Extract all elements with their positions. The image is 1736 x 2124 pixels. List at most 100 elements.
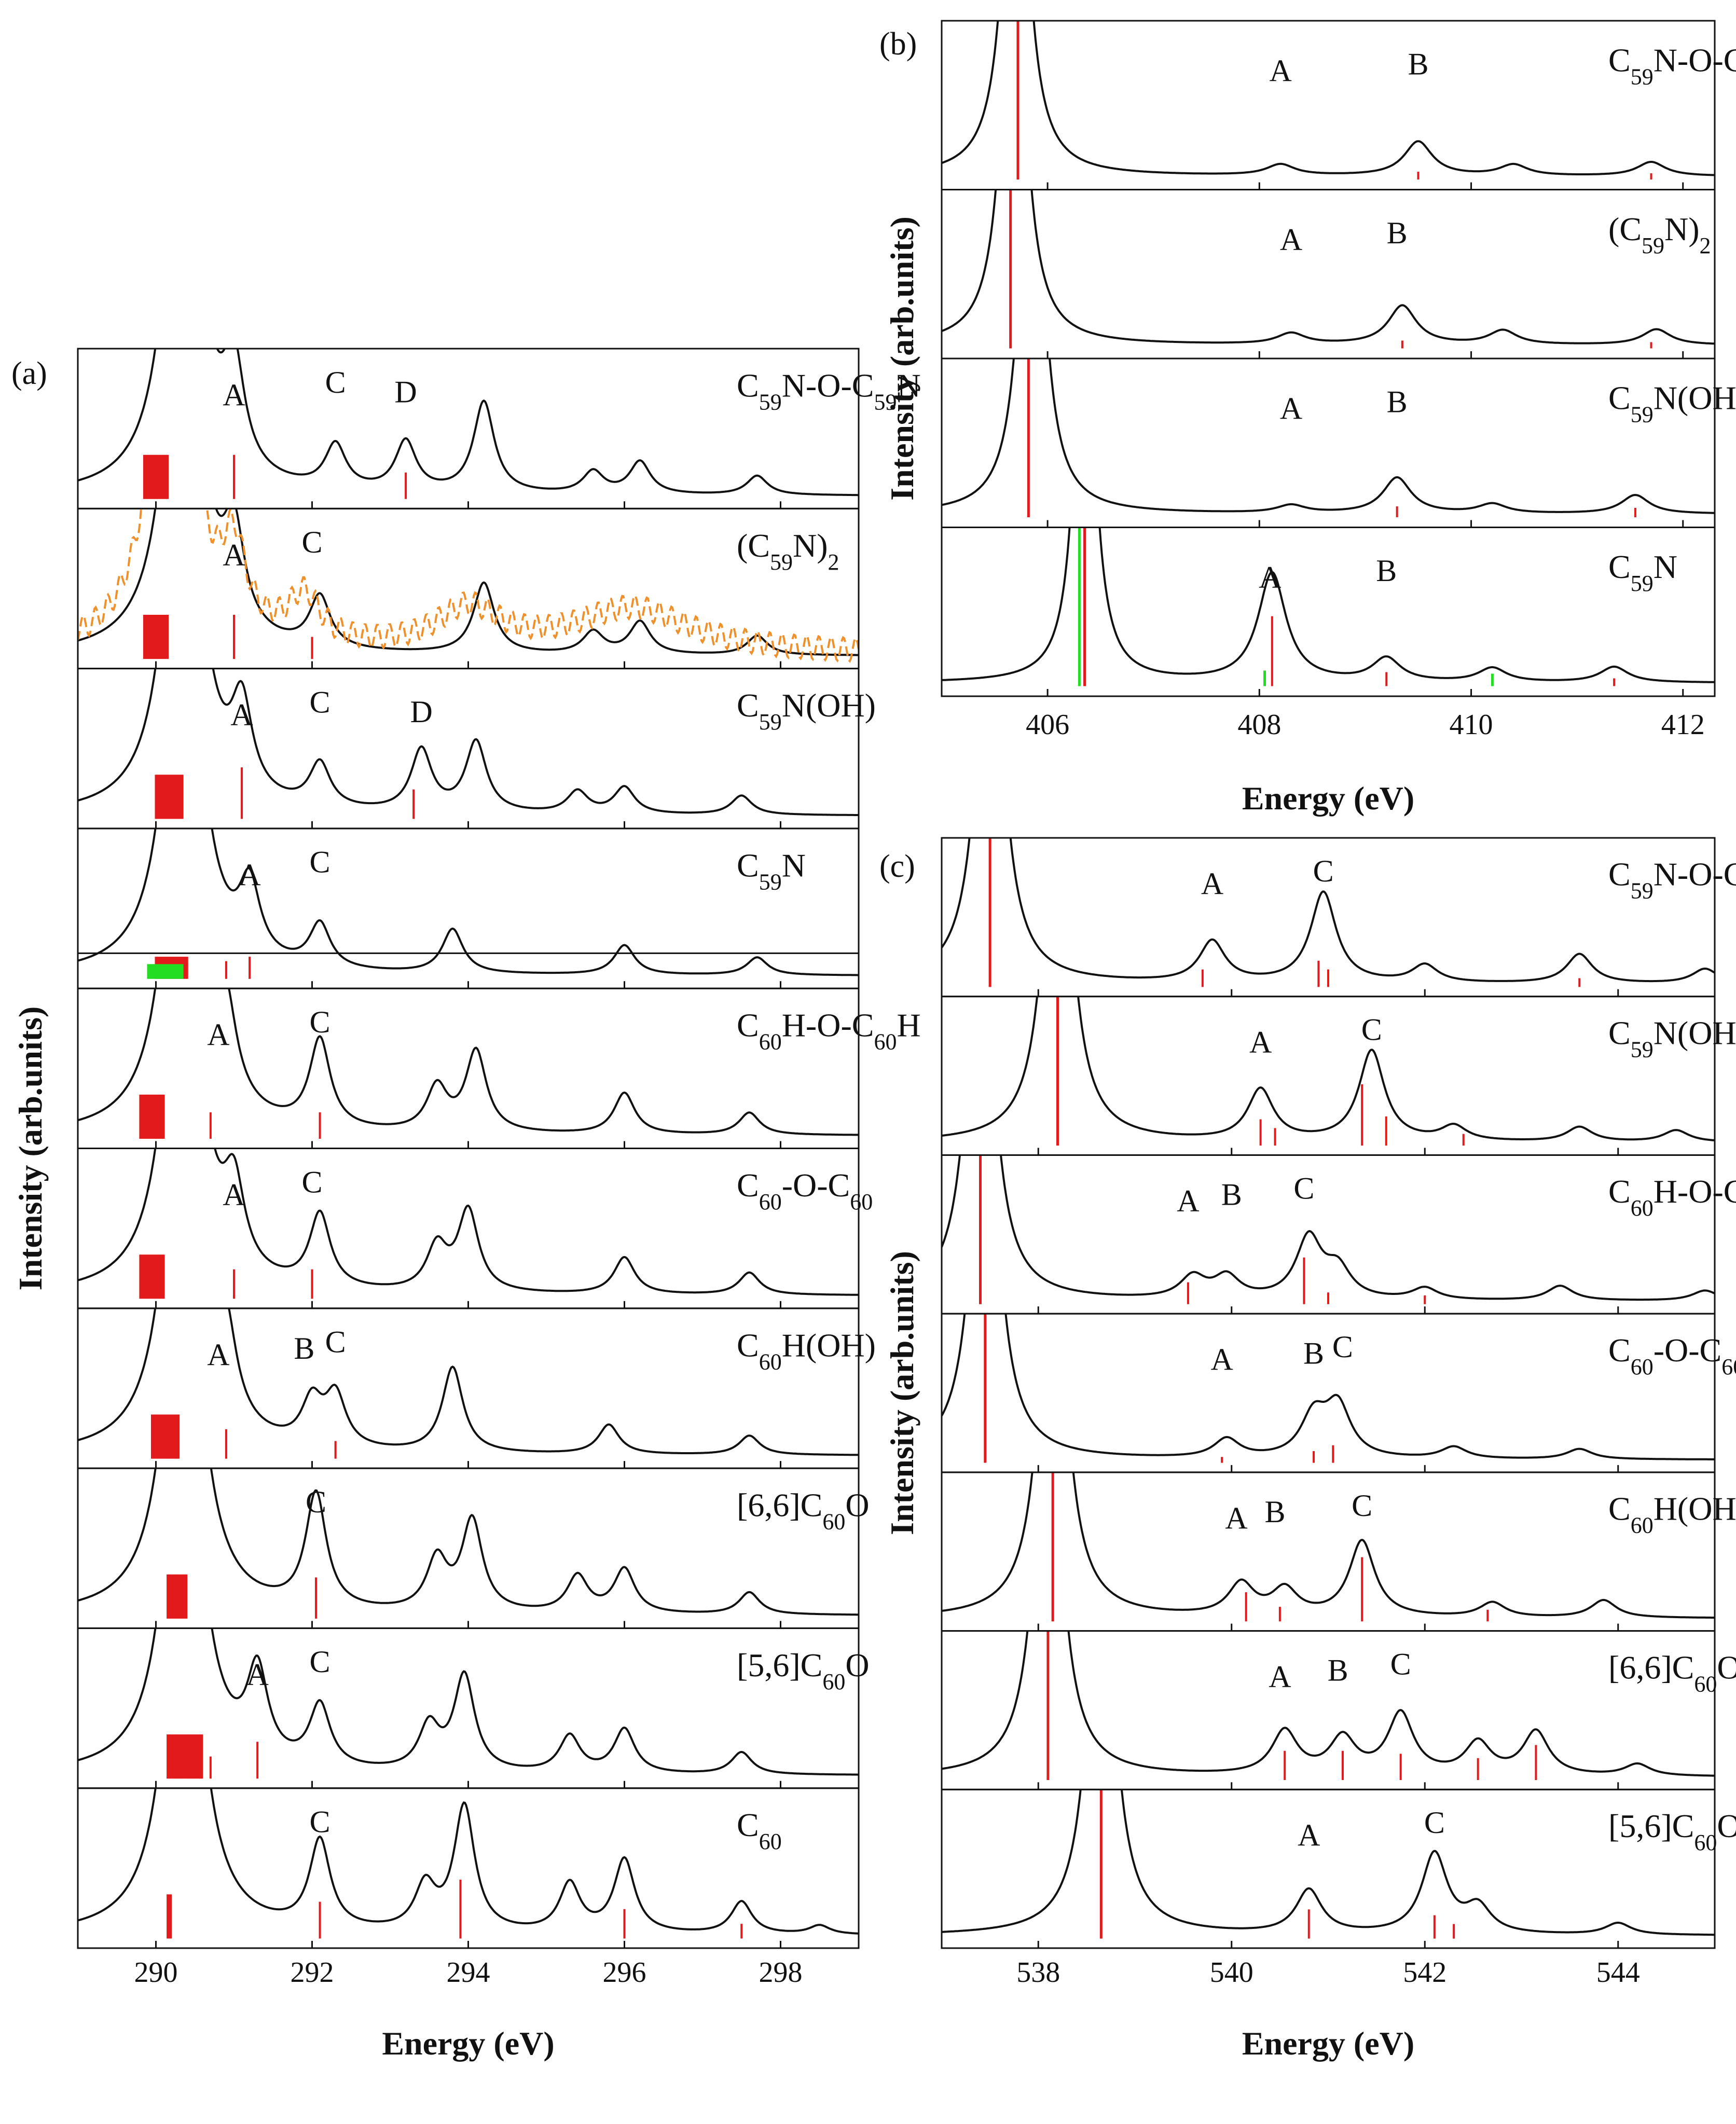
peak-label-C: C bbox=[1361, 1013, 1382, 1047]
compound-label-part: 60 bbox=[759, 1029, 782, 1054]
compound-label-part: 2 bbox=[828, 549, 839, 574]
compound-label-part: 59 bbox=[1642, 233, 1664, 258]
compound-label-part: 59 bbox=[1631, 402, 1654, 427]
peak-label-A: A bbox=[1280, 392, 1302, 426]
panel-label-b: (b) bbox=[879, 26, 917, 62]
subpanel-c-0: C59N-O-C59N A C bbox=[941, 837, 1736, 998]
subpanel-a-2: C59N(OH)A C D bbox=[77, 668, 876, 830]
plot-area bbox=[78, 1468, 859, 1619]
compound-label-part: C bbox=[737, 1167, 759, 1204]
subpanel-b-0: C59N-O-C59N A B bbox=[941, 20, 1736, 190]
compound-label-part: C bbox=[737, 1007, 759, 1044]
compound-label-part: [5,6]C bbox=[1608, 1808, 1694, 1844]
compound-label-part: 2 bbox=[1700, 233, 1711, 258]
plot-area bbox=[942, 1789, 1715, 1939]
spectrum-curve bbox=[942, 1631, 1715, 1777]
compound-label-part: [5,6]C bbox=[737, 1647, 822, 1684]
compound-label-part: H-O-C bbox=[782, 1007, 874, 1044]
spectrum-curve bbox=[78, 1628, 859, 1776]
compound-label-part: N bbox=[897, 367, 920, 404]
compound-label-part: C bbox=[1608, 548, 1631, 585]
subpanel-a-7: [6,6]C60O C bbox=[77, 1467, 870, 1629]
subpanel-frame bbox=[941, 1154, 1716, 1315]
peak-label-A: A bbox=[1249, 1025, 1272, 1059]
compound-label-part: 60 bbox=[759, 1349, 782, 1374]
compound-label: C60-O-C60 bbox=[737, 1167, 873, 1215]
compound-label-part: 60 bbox=[1631, 1354, 1654, 1379]
spectrum-curve bbox=[78, 1788, 859, 1935]
plot-area bbox=[942, 358, 1715, 517]
subpanel-frame bbox=[941, 1313, 1716, 1473]
compound-label-part: 59 bbox=[759, 389, 782, 415]
x-tick-label: 290 bbox=[134, 1956, 178, 1989]
peak-label-A: A bbox=[1225, 1501, 1247, 1535]
compound-label-part: C bbox=[737, 367, 759, 404]
compound-label: C60-O-C60 bbox=[1608, 1332, 1736, 1380]
compound-label-part: C bbox=[737, 687, 759, 724]
compound-label: (C59N)2 bbox=[737, 527, 839, 575]
peak-label-C: C bbox=[1313, 854, 1334, 888]
peak-label-A: A bbox=[1177, 1184, 1199, 1218]
subpanel-c-1: C59N(OH)AC bbox=[941, 996, 1736, 1156]
peak-label-B: B bbox=[1265, 1495, 1286, 1529]
compound-label-part: -O-C bbox=[782, 1167, 850, 1204]
x-axis-title: Energy (eV) bbox=[1242, 2025, 1414, 2062]
plot-area bbox=[942, 189, 1715, 349]
y-axis-title: Intensity (arb.units) bbox=[12, 1006, 49, 1291]
compound-label-part: 60 bbox=[1694, 1671, 1717, 1697]
compound-label-part: C bbox=[737, 1327, 759, 1363]
spectrum-curve bbox=[942, 358, 1715, 514]
subpanel-c-6: [5,6]C60O A C bbox=[941, 1788, 1736, 1949]
compound-label: C60 bbox=[737, 1806, 782, 1854]
compound-label-part: [6,6]C bbox=[737, 1487, 822, 1524]
compound-label-part: H bbox=[897, 1007, 920, 1044]
plot-area bbox=[78, 349, 859, 499]
peak-label-C: C bbox=[301, 525, 322, 559]
subpanel-b-2: C59N(OH) A B bbox=[941, 357, 1736, 528]
compound-label-part: 59 bbox=[874, 389, 897, 415]
peak-label-C: C bbox=[310, 845, 330, 879]
plot-area bbox=[78, 508, 859, 663]
peak-label-A: A bbox=[207, 1337, 229, 1372]
compound-label-part: N bbox=[782, 847, 806, 884]
compound-label: (C59N)2 bbox=[1608, 211, 1711, 258]
plot-area bbox=[942, 21, 1715, 180]
compound-label-part: N-O-C bbox=[1654, 856, 1736, 893]
plot-area bbox=[942, 838, 1715, 987]
peak-label-A: A bbox=[230, 698, 253, 732]
subpanel-frame bbox=[941, 527, 1716, 697]
x-tick-label: 408 bbox=[1237, 709, 1281, 741]
subpanel-c-4: C60H(OH)ABC bbox=[941, 1471, 1736, 1632]
peak-label-C: C bbox=[1390, 1647, 1411, 1681]
subpanel-b-1: (C59N)2 A B bbox=[941, 189, 1716, 360]
compound-label-part: 59 bbox=[759, 709, 782, 735]
compound-label-part: 60 bbox=[759, 1829, 782, 1854]
peak-label-B: B bbox=[1328, 1653, 1348, 1688]
compound-label: C60H(OH) bbox=[1608, 1491, 1736, 1538]
compound-label-part: N bbox=[1654, 548, 1677, 585]
peak-label-C: C bbox=[1424, 1805, 1445, 1840]
peak-label-A: A bbox=[1269, 54, 1291, 88]
compound-label-part: 60 bbox=[1694, 1830, 1717, 1855]
plot-area bbox=[78, 1308, 859, 1459]
compound-label: C59N(OH) bbox=[737, 687, 876, 735]
compound-label: [6,6]C60O bbox=[1608, 1649, 1736, 1697]
compound-label-part: O bbox=[1717, 1649, 1736, 1686]
x-tick-label: 544 bbox=[1596, 1956, 1640, 1989]
spectrum-curve bbox=[942, 996, 1715, 1141]
compound-label: C59N bbox=[1608, 548, 1677, 596]
peak-label-A: A bbox=[207, 1018, 229, 1052]
peak-label-B: B bbox=[1376, 554, 1397, 588]
peak-label-A: A bbox=[223, 1178, 245, 1212]
compound-label-part: 60 bbox=[1631, 1512, 1654, 1538]
compound-label: [6,6]C60O bbox=[737, 1487, 870, 1535]
compound-label: C60H-O-C60H bbox=[1608, 1173, 1736, 1221]
compound-label-part: 60 bbox=[1721, 1354, 1736, 1379]
plot-area bbox=[942, 1472, 1715, 1622]
x-tick-label: 406 bbox=[1026, 709, 1069, 741]
peak-label-C: C bbox=[1293, 1171, 1314, 1205]
x-tick-label: 298 bbox=[759, 1956, 803, 1989]
compound-label: C59N-O-C59N bbox=[737, 367, 921, 415]
